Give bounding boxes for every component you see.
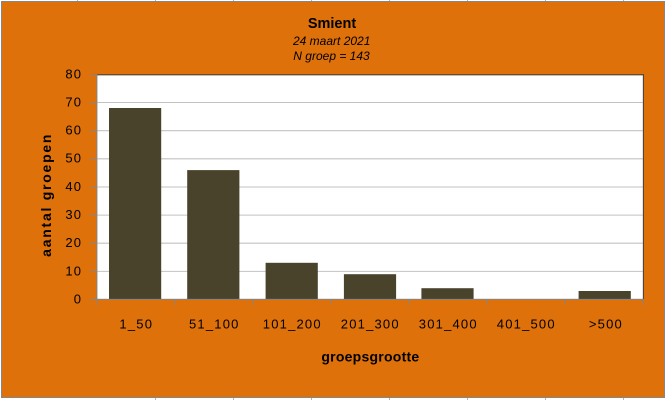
svg-text:Smient: Smient [308,16,357,32]
svg-text:301_400: 301_400 [419,317,478,332]
svg-text:201_300: 201_300 [341,317,400,332]
svg-text:50: 50 [65,151,82,166]
svg-text:24 maart 2021: 24 maart 2021 [292,34,370,48]
svg-text:401_500: 401_500 [497,317,556,332]
svg-text:51_100: 51_100 [189,317,240,332]
svg-text:20: 20 [65,235,82,250]
svg-text:10: 10 [65,263,82,278]
svg-text:>500: >500 [589,317,623,332]
svg-text:aantal groepen: aantal groepen [38,133,54,257]
svg-text:groepsgrootte: groepsgrootte [321,348,419,364]
svg-text:101_200: 101_200 [263,317,322,332]
svg-text:60: 60 [65,123,82,138]
svg-text:30: 30 [65,207,82,222]
svg-text:70: 70 [65,94,82,109]
svg-text:1_50: 1_50 [119,317,153,332]
svg-text:0: 0 [74,291,82,306]
svg-text:40: 40 [65,179,82,194]
svg-text:80: 80 [65,66,82,81]
svg-text:N groep = 143: N groep = 143 [293,49,370,63]
